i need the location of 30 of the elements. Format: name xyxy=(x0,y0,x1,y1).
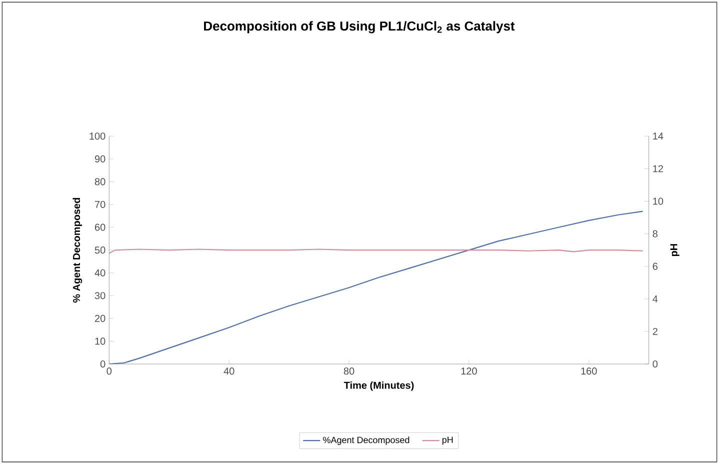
y2-tick-label: 10 xyxy=(653,198,664,205)
x-tick-label: 40 xyxy=(224,367,234,375)
y-tick-label: 90 xyxy=(94,155,106,162)
x-tick-label: 80 xyxy=(344,367,354,375)
y-tick-label: 20 xyxy=(94,314,106,322)
y2-tick-label: 4 xyxy=(652,295,658,302)
x-tick-label: 160 xyxy=(581,367,597,375)
y-tick-label: 0 xyxy=(100,360,106,368)
y-tick-label: 70 xyxy=(95,200,106,208)
y2-tick-label: 2 xyxy=(652,328,658,335)
x-tick-label: 0 xyxy=(106,367,112,375)
y-tick-label: 10 xyxy=(95,338,106,345)
y-tick-label: 30 xyxy=(94,292,106,300)
y-tick-label: 100 xyxy=(90,132,106,140)
y2-axis-title: pH xyxy=(670,244,680,256)
y2-tick-label: 6 xyxy=(652,262,658,270)
y-tick-label: 60 xyxy=(94,224,106,231)
chart-title: Decomposition of GB Using PL1/CuCl$_{2}$ as Catalyst xyxy=(204,21,515,34)
y2-tick-label: 12 xyxy=(653,165,663,172)
legend-label: pH xyxy=(442,436,453,445)
legend-label: %Agent Decomposed xyxy=(323,436,410,445)
y2-tick-label: 8 xyxy=(652,230,658,238)
y2-tick-label: 0 xyxy=(652,360,658,368)
x-tick-label: 120 xyxy=(461,367,477,375)
y-tick-label: 50 xyxy=(94,246,106,254)
y2-tick-label: 14 xyxy=(653,132,664,140)
y-tick-label: 80 xyxy=(94,178,106,186)
x-axis-title: Time (Minutes) xyxy=(344,381,414,391)
y-tick-label: 40 xyxy=(94,269,106,276)
y-axis-title: % Agent Decomposed xyxy=(72,198,82,303)
